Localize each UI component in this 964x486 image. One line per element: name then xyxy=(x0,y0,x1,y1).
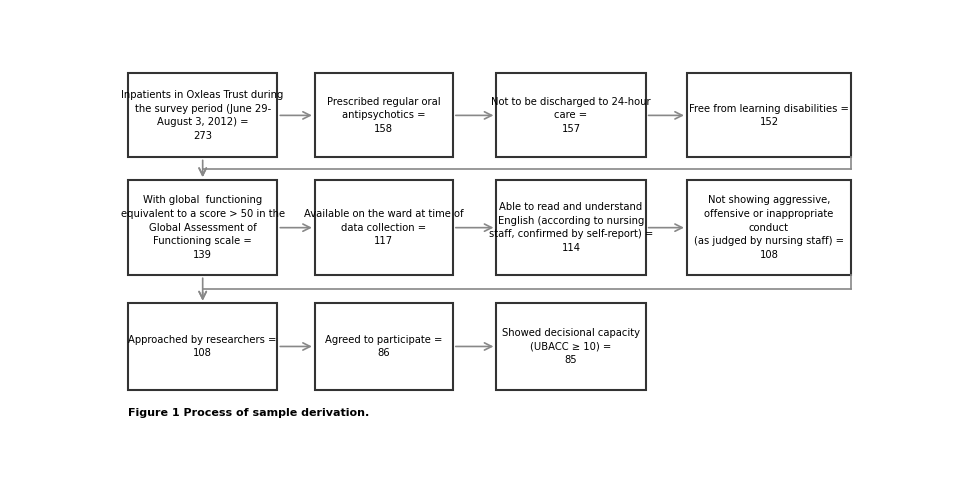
FancyBboxPatch shape xyxy=(128,303,278,389)
FancyBboxPatch shape xyxy=(496,180,646,276)
Text: Showed decisional capacity
(UBACC ≥ 10) =
85: Showed decisional capacity (UBACC ≥ 10) … xyxy=(502,328,640,365)
Text: Figure 1 Process of sample derivation.: Figure 1 Process of sample derivation. xyxy=(128,408,369,418)
Text: Agreed to participate =
86: Agreed to participate = 86 xyxy=(325,335,442,358)
FancyBboxPatch shape xyxy=(314,180,453,276)
Text: Able to read and understand
English (according to nursing
staff, confirmed by se: Able to read and understand English (acc… xyxy=(489,202,654,253)
FancyBboxPatch shape xyxy=(128,180,278,276)
FancyBboxPatch shape xyxy=(496,303,646,389)
Text: Not to be discharged to 24-hour
care =
157: Not to be discharged to 24-hour care = 1… xyxy=(492,97,651,134)
Text: Prescribed regular oral
antipsychotics =
158: Prescribed regular oral antipsychotics =… xyxy=(327,97,441,134)
FancyBboxPatch shape xyxy=(686,73,851,157)
Text: Approached by researchers =
108: Approached by researchers = 108 xyxy=(128,335,277,358)
Text: Available on the ward at time of
data collection =
117: Available on the ward at time of data co… xyxy=(304,209,464,246)
FancyBboxPatch shape xyxy=(314,73,453,157)
FancyBboxPatch shape xyxy=(314,303,453,389)
Text: Free from learning disabilities =
152: Free from learning disabilities = 152 xyxy=(689,104,849,127)
FancyBboxPatch shape xyxy=(496,73,646,157)
Text: Inpatients in Oxleas Trust during
the survey period (June 29-
August 3, 2012) =
: Inpatients in Oxleas Trust during the su… xyxy=(121,90,283,141)
FancyBboxPatch shape xyxy=(128,73,278,157)
Text: Not showing aggressive,
offensive or inappropriate
conduct
(as judged by nursing: Not showing aggressive, offensive or ina… xyxy=(694,195,844,260)
Text: With global  functioning
equivalent to a score > 50 in the
Global Assessment of
: With global functioning equivalent to a … xyxy=(120,195,284,260)
FancyBboxPatch shape xyxy=(686,180,851,276)
